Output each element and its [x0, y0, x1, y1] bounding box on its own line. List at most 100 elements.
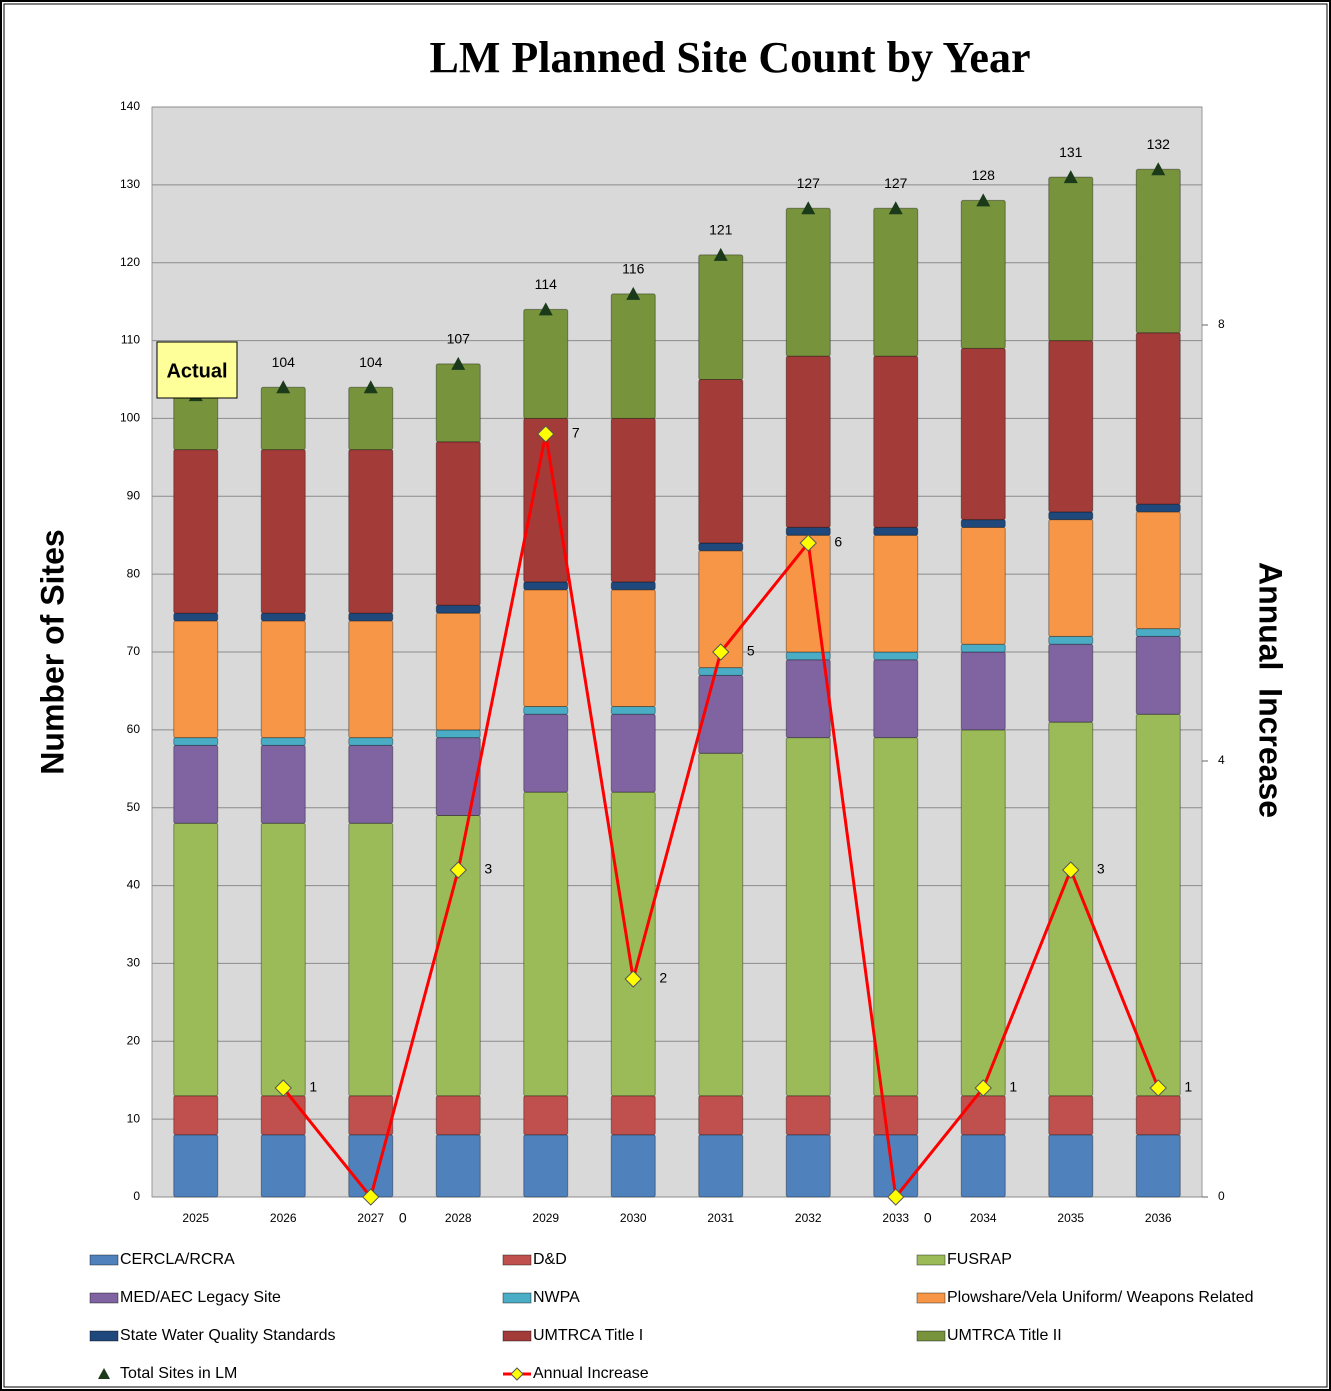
bar-segment — [1135, 332, 1181, 505]
bar-segment — [785, 1095, 831, 1136]
bar-segment — [523, 713, 569, 793]
annual-label: 1 — [1184, 1079, 1192, 1095]
annual-label: 1 — [1009, 1079, 1017, 1095]
annual-label: 3 — [1097, 861, 1105, 877]
bar-segment — [698, 379, 744, 544]
bar-segment — [173, 744, 219, 824]
y-tick-label: 40 — [127, 878, 141, 892]
total-label: 104 — [359, 354, 383, 370]
bar-segment — [873, 534, 919, 653]
annual-marker — [1149, 1079, 1167, 1097]
annual-marker — [1062, 861, 1080, 879]
y-tick-label: 140 — [120, 99, 140, 113]
bar-segment — [1048, 519, 1094, 637]
bar-segment — [1135, 168, 1181, 334]
bar-segment — [173, 1134, 219, 1198]
bar-segment — [348, 386, 394, 451]
legend-swatch — [502, 1254, 532, 1266]
bar-segment — [610, 293, 656, 419]
bar-segment — [610, 1134, 656, 1198]
bar-segment — [348, 620, 394, 739]
bar-segment — [698, 667, 744, 676]
bar-segment — [1135, 503, 1181, 513]
bar-segment — [435, 363, 481, 443]
x-tick-label: 2035 — [1057, 1211, 1084, 1225]
legend-label: D&D — [533, 1251, 567, 1268]
bar-segment — [785, 526, 831, 536]
legend-label: MED/AEC Legacy Site — [120, 1289, 281, 1306]
bar-segment — [523, 1095, 569, 1136]
legend-label: UMTRCA Title II — [947, 1327, 1062, 1344]
legend-swatch — [502, 1330, 532, 1342]
legend-swatch — [502, 1292, 532, 1304]
bar-segment — [1135, 1134, 1181, 1198]
bar-segment — [610, 589, 656, 708]
x-tick-label: 2032 — [795, 1211, 822, 1225]
bar-segment — [435, 604, 481, 614]
total-marker — [538, 302, 553, 316]
bar-segment — [1048, 511, 1094, 521]
bar-segment — [960, 526, 1006, 645]
y2-tick-label: 8 — [1218, 317, 1225, 331]
frame-inner — [3, 3, 1328, 1388]
total-label: 127 — [797, 175, 821, 191]
bar-segment — [785, 355, 831, 528]
bar-segment — [873, 207, 919, 357]
bar-segment — [173, 737, 219, 746]
bar-segment — [260, 737, 306, 746]
bar-segment — [960, 1095, 1006, 1136]
legend-label: Annual Increase — [533, 1365, 649, 1382]
x-tick-label: 2027 — [357, 1211, 384, 1225]
bar-segment — [523, 1134, 569, 1198]
annual-label: 0 — [924, 1210, 932, 1226]
bar-segment — [698, 542, 744, 552]
legend-label: NWPA — [533, 1289, 580, 1306]
bar-segment — [873, 659, 919, 739]
y-tick-label: 50 — [127, 800, 141, 814]
bar-segment — [960, 199, 1006, 349]
y2-tick-label: 0 — [1218, 1189, 1225, 1203]
bar-segment — [435, 1095, 481, 1136]
annual-marker — [974, 1079, 992, 1097]
bar-segment — [873, 355, 919, 528]
bar-segment — [173, 449, 219, 614]
bar-segment — [698, 752, 744, 1097]
bar-segment — [610, 1095, 656, 1136]
bar-segment — [173, 1095, 219, 1136]
total-marker — [363, 380, 378, 394]
bar-segment — [348, 612, 394, 622]
bar-segment — [873, 737, 919, 1097]
y-tick-label: 30 — [127, 956, 141, 970]
legend-swatch — [916, 1292, 946, 1304]
bar-segment — [348, 744, 394, 824]
bar-segment — [785, 207, 831, 357]
legend-label: Plowshare/Vela Uniform/ Weapons Related — [947, 1289, 1254, 1306]
total-label: 131 — [1059, 144, 1083, 160]
bar-segment — [960, 651, 1006, 731]
annotation-text: Actual — [166, 360, 227, 382]
legend-swatch — [916, 1254, 946, 1266]
y2-tick-label: 4 — [1218, 753, 1225, 767]
annual-label: 2 — [659, 970, 667, 986]
legend-label: FUSRAP — [947, 1251, 1012, 1268]
x-tick-label: 2034 — [970, 1211, 997, 1225]
y-tick-label: 60 — [127, 722, 141, 736]
y-tick-label: 0 — [133, 1189, 140, 1203]
legend-label: State Water Quality Standards — [120, 1327, 336, 1344]
bar-segment — [1135, 511, 1181, 630]
annual-label: 3 — [484, 861, 492, 877]
legend-swatch — [89, 1292, 119, 1304]
bar-segment — [435, 737, 481, 817]
bar-segment — [610, 417, 656, 583]
annual-marker — [887, 1188, 905, 1206]
bar-segment — [610, 791, 656, 1097]
bar-segment — [1135, 635, 1181, 715]
bar-segment — [1048, 176, 1094, 342]
bar-segment — [348, 449, 394, 614]
total-marker — [713, 247, 728, 261]
bar-segment — [523, 589, 569, 708]
bar-segment — [173, 612, 219, 622]
bar-segment — [785, 1134, 831, 1198]
y-tick-label: 20 — [127, 1033, 141, 1047]
total-label: 104 — [272, 354, 296, 370]
